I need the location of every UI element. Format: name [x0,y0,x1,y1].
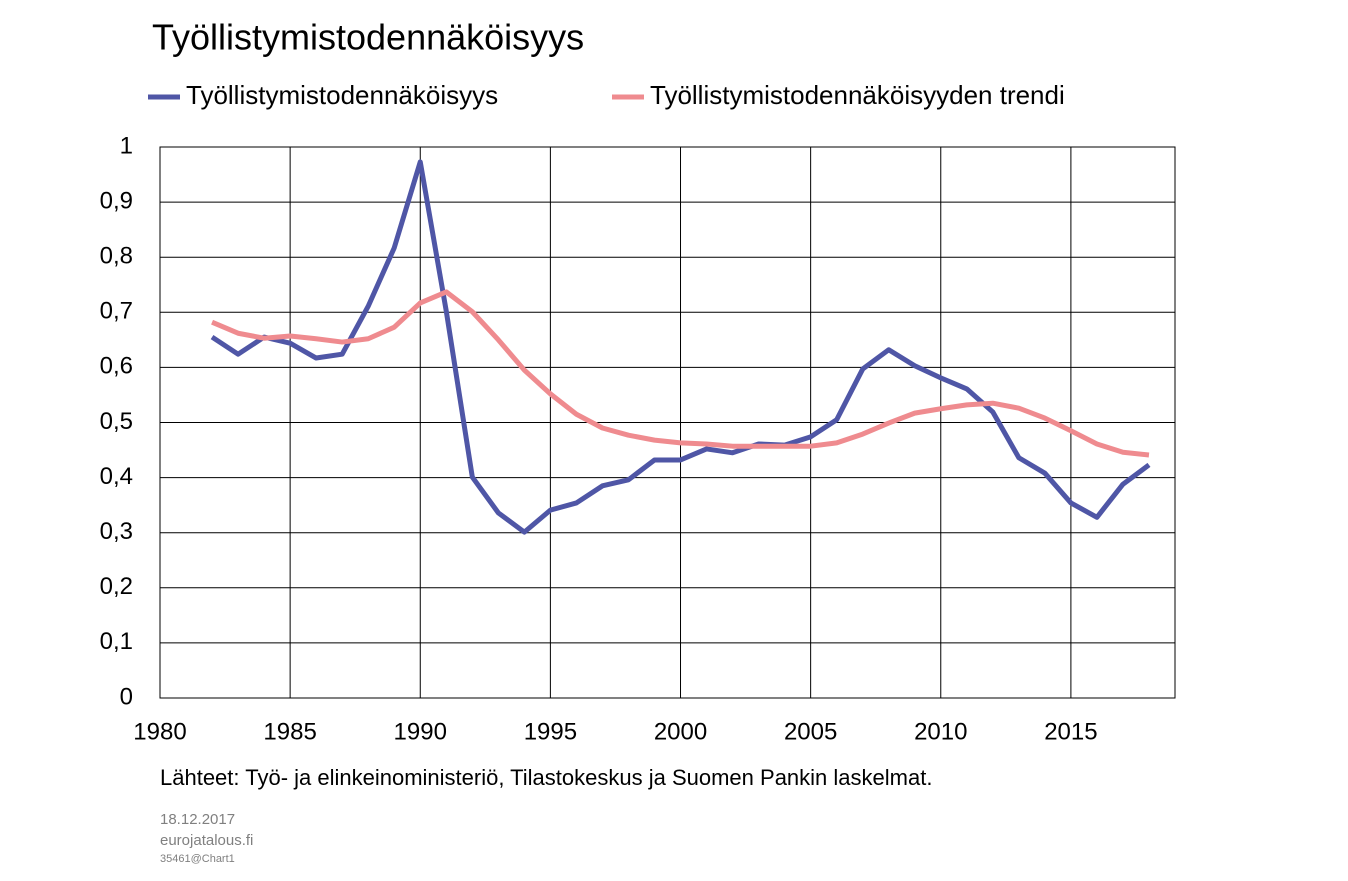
x-tick-label: 1990 [394,718,447,745]
y-tick-label: 0,3 [100,518,133,545]
y-tick-label: 0,2 [100,573,133,600]
chart-title: Työllistymistodennäköisyys [152,17,584,58]
code-note: 35461@Chart1 [160,853,235,865]
y-tick-label: 0,1 [100,628,133,655]
y-tick-label: 0,4 [100,463,133,490]
legend-label: Työllistymistodennäköisyyden trendi [650,80,1065,110]
x-tick-label: 2000 [654,718,707,745]
y-tick-label: 0,7 [100,298,133,325]
x-tick-label: 2010 [914,718,967,745]
legend-label: Työllistymistodennäköisyys [186,80,498,110]
y-tick-label: 0,5 [100,408,133,435]
x-tick-label: 1985 [263,718,316,745]
source-note: Lähteet: Työ- ja elinkeinoministeriö, Ti… [160,765,932,790]
data-line [210,159,1151,535]
date-note: 18.12.2017 [160,811,235,828]
data-line [211,289,1150,458]
x-tick-label: 2005 [784,718,837,745]
y-tick-label: 0,8 [100,243,133,270]
x-tick-label: 2015 [1044,718,1097,745]
x-tick-label: 1980 [133,718,186,745]
y-tick-label: 0,9 [100,187,133,214]
site-note: eurojatalous.fi [160,832,253,849]
y-tick-label: 0 [120,683,133,710]
y-tick-label: 0,6 [100,353,133,380]
x-tick-label: 1995 [524,718,577,745]
y-tick-label: 1 [120,132,133,159]
plot-frame [159,146,1176,699]
